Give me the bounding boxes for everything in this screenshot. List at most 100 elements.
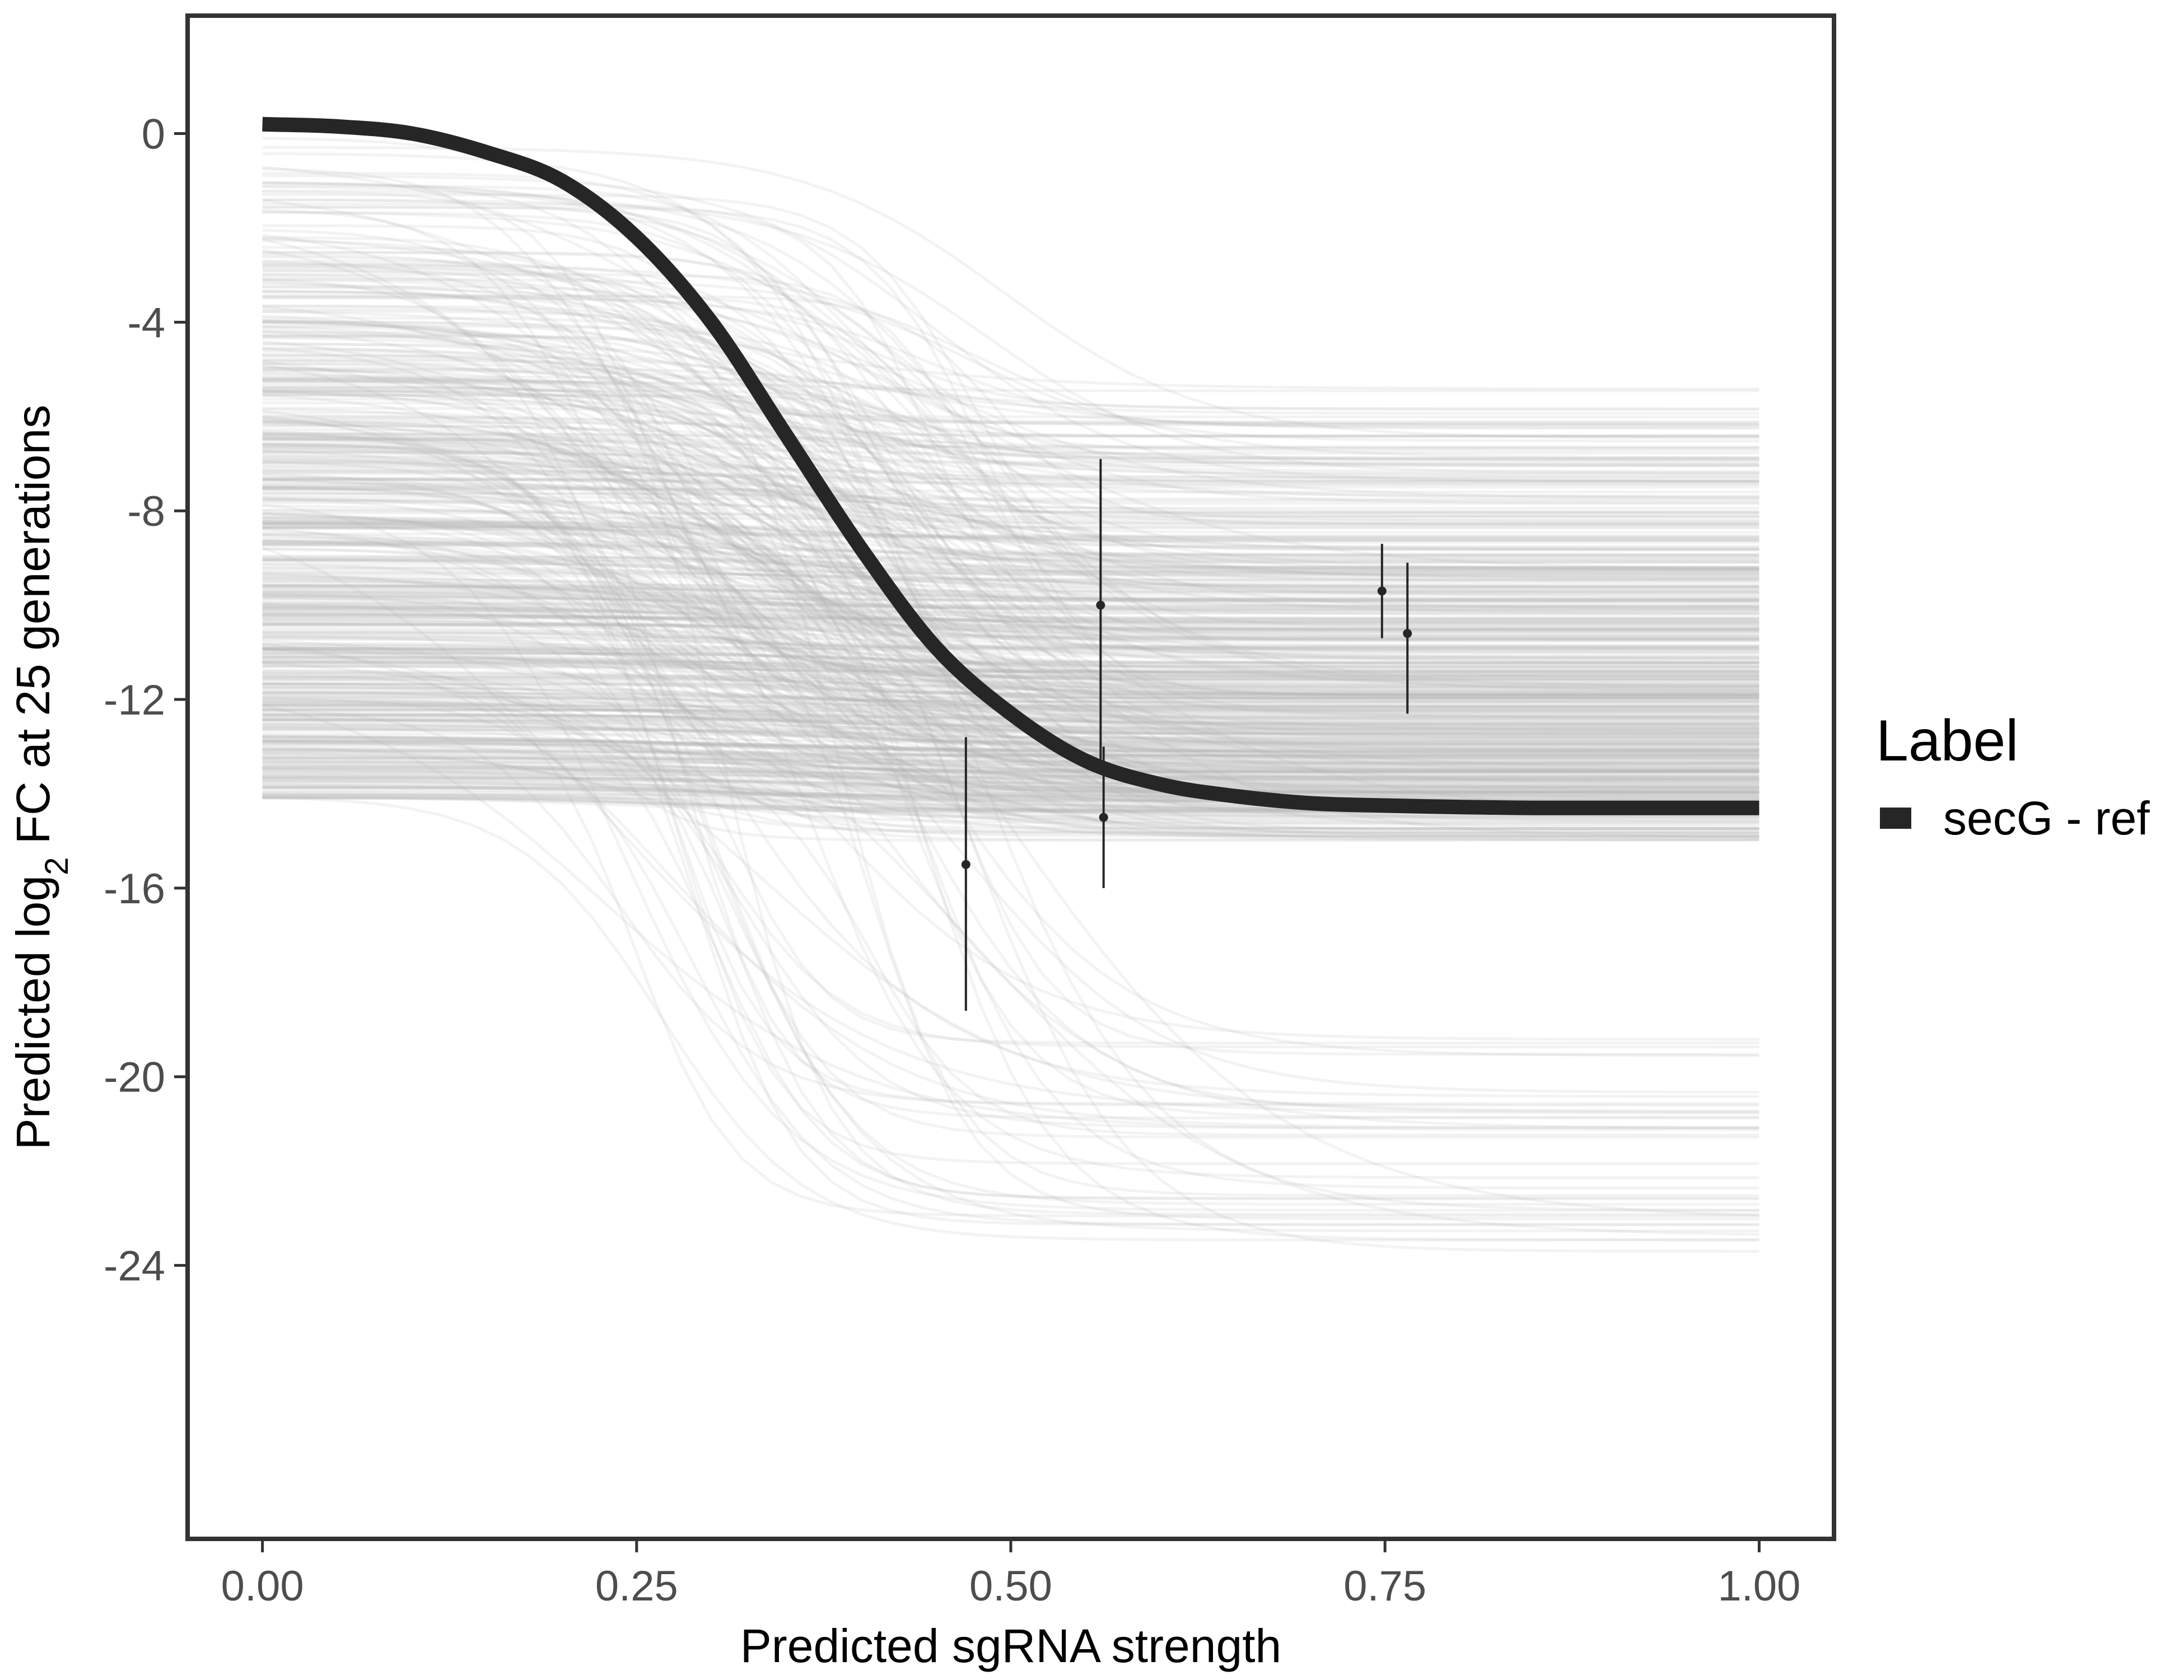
- posterior-draw-line: [262, 442, 1760, 772]
- posterior-draw-line: [262, 605, 1760, 623]
- posterior-draw-line: [262, 474, 1760, 746]
- posterior-draw-line: [262, 485, 1760, 502]
- posterior-draw-line: [262, 291, 1760, 778]
- posterior-draw-line: [262, 525, 1760, 542]
- posterior-draw-line: [262, 328, 1760, 690]
- posterior-draw-line: [262, 526, 1760, 590]
- posterior-draw-line: [262, 525, 1760, 542]
- posterior-draw-line: [262, 485, 1760, 579]
- posterior-draw-line: [262, 784, 1760, 801]
- posterior-draw-line: [262, 498, 1760, 515]
- posterior-draw-line: [262, 661, 1760, 678]
- posterior-draw-line: [262, 660, 1760, 678]
- posterior-draw-line: [262, 470, 1760, 801]
- posterior-draw-line: [262, 522, 1760, 757]
- posterior-draw-line: [262, 576, 1760, 593]
- posterior-draw-line: [262, 716, 1760, 733]
- posterior-draw-line: [262, 770, 1760, 788]
- posterior-draw-line: [262, 487, 1760, 588]
- posterior-draw-line: [262, 767, 1760, 824]
- posterior-draw-line: [262, 658, 1760, 675]
- posterior-draw-line: [262, 421, 1760, 459]
- posterior-draw-line: [262, 472, 1760, 557]
- posterior-draw-line: [262, 391, 1760, 473]
- posterior-draw-line: [262, 566, 1760, 794]
- posterior-draw-line: [262, 450, 1760, 570]
- posterior-draw-line: [262, 484, 1760, 525]
- posterior-draw-line: [262, 767, 1760, 785]
- posterior-draw-line: [262, 198, 1760, 505]
- posterior-draw-line: [262, 260, 1760, 564]
- posterior-draw-line: [262, 349, 1760, 424]
- posterior-draw-line: [262, 687, 1760, 704]
- posterior-draw-line: [262, 671, 1760, 1048]
- y-title-suffix: FC at 25 generations: [7, 405, 59, 857]
- posterior-draw-line: [262, 355, 1760, 521]
- posterior-draw-line: [262, 617, 1760, 624]
- posterior-draw-line: [262, 779, 1760, 796]
- posterior-draw-line: [262, 676, 1760, 694]
- posterior-draw-line: [262, 574, 1760, 696]
- posterior-draw-line: [262, 320, 1760, 466]
- posterior-draw-line: [262, 181, 1760, 688]
- posterior-draw-line: [262, 748, 1760, 789]
- observation-point: [1377, 586, 1387, 596]
- posterior-draw-line: [262, 747, 1760, 764]
- posterior-draw-line: [262, 558, 1760, 603]
- posterior-draw-line: [262, 739, 1760, 830]
- posterior-draw-line: [262, 766, 1760, 830]
- posterior-draw-line: [262, 492, 1760, 570]
- posterior-draw-line: [262, 648, 1760, 820]
- posterior-draw-line: [262, 768, 1760, 786]
- posterior-draw-line: [262, 321, 1760, 467]
- posterior-draw-line: [262, 533, 1760, 794]
- posterior-draw-line: [262, 308, 1760, 438]
- posterior-draw-line: [262, 478, 1760, 540]
- posterior-draw-line: [262, 269, 1760, 744]
- posterior-draw-line: [262, 267, 1760, 1242]
- posterior-draw-line: [262, 202, 1760, 698]
- posterior-draw-line: [262, 295, 1760, 526]
- posterior-draw-line: [262, 774, 1760, 791]
- posterior-draw-line: [262, 613, 1760, 631]
- posterior-draw-line: [262, 259, 1760, 1197]
- posterior-draw-line: [262, 492, 1760, 510]
- posterior-draw-line: [262, 384, 1760, 728]
- posterior-draw-line: [262, 457, 1760, 795]
- posterior-draw-line: [262, 367, 1760, 589]
- observations-layer: [961, 459, 1412, 1011]
- posterior-draw-line: [262, 571, 1760, 589]
- posterior-draw-line: [262, 581, 1760, 690]
- posterior-draw-line: [262, 675, 1760, 692]
- posterior-draw-line: [262, 738, 1760, 755]
- posterior-draw-line: [262, 722, 1760, 739]
- posterior-draw-line: [262, 642, 1760, 650]
- posterior-draw-line: [262, 636, 1760, 653]
- posterior-draw-line: [262, 437, 1760, 773]
- posterior-draw-line: [262, 634, 1760, 1045]
- posterior-draw-line: [262, 656, 1760, 673]
- posterior-draw-line: [262, 750, 1760, 767]
- posterior-draw-line: [262, 584, 1760, 601]
- posterior-draw-line: [262, 526, 1760, 684]
- posterior-draw-line: [262, 402, 1760, 568]
- posterior-draw-line: [262, 358, 1760, 749]
- posterior-draw-line: [262, 228, 1760, 600]
- posterior-draw-line: [262, 181, 1760, 609]
- posterior-draw-line: [262, 526, 1760, 838]
- posterior-draw-line: [262, 544, 1760, 561]
- posterior-draw-line: [262, 516, 1760, 785]
- posterior-draw-line: [262, 389, 1760, 1217]
- posterior-draw-line: [262, 378, 1760, 518]
- posterior-draw-line: [262, 678, 1760, 696]
- posterior-draw-line: [262, 612, 1760, 629]
- y-axis-title: Predicted log2 FC at 25 generations: [7, 405, 75, 1150]
- posterior-draw-line: [262, 181, 1760, 479]
- posterior-draw-line: [262, 610, 1760, 627]
- posterior-draw-line: [262, 273, 1760, 570]
- posterior-draw-line: [262, 780, 1760, 797]
- y-axis: 0 -4 -8 -12 -16 -20 -24: [104, 111, 185, 1290]
- posterior-draw-line: [262, 727, 1760, 744]
- posterior-draw-line: [262, 647, 1760, 665]
- posterior-draw-line: [262, 366, 1760, 1189]
